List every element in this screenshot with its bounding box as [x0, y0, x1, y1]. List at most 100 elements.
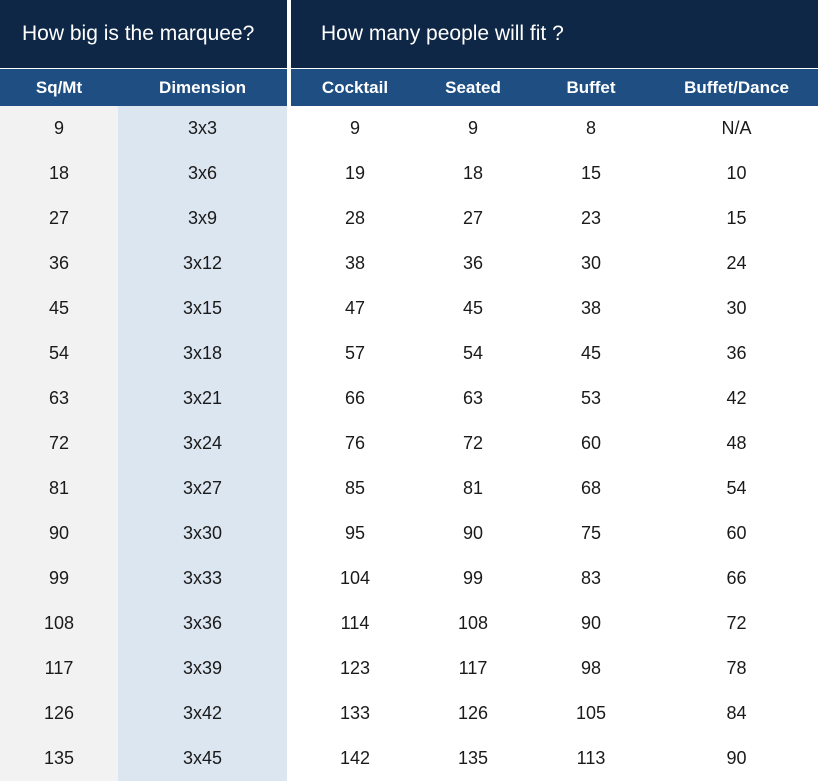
cell-dimension: 3x27 — [182, 478, 223, 498]
cell-sqmt: 81 — [48, 478, 70, 498]
cell-buffet-dance: 78 — [726, 658, 747, 678]
table-row: 45 3x15 47 45 38 30 — [0, 286, 818, 331]
table-row: 126 3x42 133 126 105 84 — [0, 691, 818, 736]
column-header-buffet: Buffet — [566, 78, 616, 97]
cell-buffet-dance: 72 — [726, 613, 747, 633]
cell-sqmt: 108 — [43, 613, 75, 633]
column-header-sqmt: Sq/Mt — [35, 78, 83, 97]
cell-seated: 99 — [462, 568, 484, 588]
cell-seated: 27 — [462, 208, 484, 228]
cell-sqmt: 117 — [44, 658, 74, 678]
capacity-section-title: How many people will fit ? — [291, 0, 818, 68]
cell-buffet: 68 — [580, 478, 602, 498]
cell-cocktail: 38 — [344, 253, 366, 273]
cell-seated: 9 — [467, 118, 478, 138]
cell-sqmt: 63 — [48, 388, 70, 408]
cell-buffet: 30 — [580, 253, 602, 273]
cell-buffet: 83 — [580, 568, 602, 588]
cell-sqmt: 90 — [48, 523, 70, 543]
table-row: 63 3x21 66 63 53 42 — [0, 376, 818, 421]
cell-sqmt: 18 — [48, 163, 70, 183]
cell-dimension: 3x42 — [182, 703, 223, 723]
cell-buffet-dance: 30 — [726, 298, 747, 318]
cell-buffet-dance: 15 — [726, 208, 747, 228]
cell-sqmt: 54 — [48, 343, 70, 363]
cell-cocktail: 104 — [339, 568, 371, 588]
cell-cocktail: 47 — [344, 298, 366, 318]
cell-sqmt: 9 — [53, 118, 64, 138]
cell-buffet-dance: 66 — [726, 568, 747, 588]
cell-buffet-dance: 90 — [726, 748, 747, 768]
cell-seated: 45 — [462, 298, 484, 318]
table-row: 81 3x27 85 81 68 54 — [0, 466, 818, 511]
cell-dimension: 3x30 — [182, 523, 223, 543]
cell-cocktail: 19 — [344, 163, 366, 183]
cell-seated: 63 — [462, 388, 484, 408]
cell-sqmt: 135 — [43, 748, 75, 768]
cell-dimension: 3x45 — [182, 748, 223, 768]
cell-buffet: 98 — [580, 658, 602, 678]
cell-seated: 81 — [462, 478, 484, 498]
cell-buffet-dance: N/A — [721, 118, 752, 138]
column-header-dimension: Dimension — [159, 78, 246, 97]
cell-dimension: 3x33 — [182, 568, 223, 588]
cell-buffet-dance: 42 — [726, 388, 747, 408]
cell-sqmt: 99 — [48, 568, 70, 588]
capacity-header-row: Cocktail Seated Buffet Buffet/Dance — [291, 69, 818, 106]
cell-sqmt: 27 — [48, 208, 70, 228]
cell-buffet: 8 — [585, 118, 596, 138]
cell-buffet: 23 — [580, 208, 602, 228]
capacity-section-title-text: How many people will fit ? — [321, 22, 564, 45]
cell-buffet: 45 — [580, 343, 602, 363]
section-divider — [287, 0, 291, 781]
cell-dimension: 3x6 — [187, 163, 218, 183]
cell-seated: 135 — [457, 748, 489, 768]
cell-cocktail: 123 — [339, 658, 371, 678]
cell-buffet-dance: 10 — [726, 163, 747, 183]
cell-buffet-dance: 60 — [726, 523, 747, 543]
cell-sqmt: 36 — [48, 253, 70, 273]
cell-dimension: 3x9 — [187, 208, 218, 228]
cell-dimension: 3x3 — [187, 118, 218, 138]
table-row: 135 3x45 142 135 113 90 — [0, 736, 818, 781]
cell-cocktail: 133 — [339, 703, 371, 723]
table-row: 72 3x24 76 72 60 48 — [0, 421, 818, 466]
table-body: 9 3x3 9 9 8 N/A 18 3x6 19 18 15 10 27 3x9 28 27 23 15 36 3x… — [0, 106, 818, 781]
cell-dimension: 3x12 — [182, 253, 223, 273]
cell-cocktail: 28 — [344, 208, 366, 228]
cell-sqmt: 72 — [48, 433, 70, 453]
cell-buffet: 38 — [580, 298, 602, 318]
size-header-row: Sq/Mt Dimension — [0, 69, 287, 106]
cell-seated: 36 — [462, 253, 484, 273]
column-header-buffet-dance: Buffet/Dance — [684, 78, 789, 97]
cell-buffet: 75 — [580, 523, 602, 543]
cell-cocktail: 85 — [344, 478, 366, 498]
table-row: 90 3x30 95 90 75 60 — [0, 511, 818, 556]
cell-seated: 54 — [462, 343, 484, 363]
cell-buffet: 53 — [580, 388, 602, 408]
cell-cocktail: 142 — [339, 748, 371, 768]
cell-dimension: 3x36 — [182, 613, 223, 633]
cell-cocktail: 95 — [344, 523, 366, 543]
table-row: 18 3x6 19 18 15 10 — [0, 151, 818, 196]
cell-buffet: 60 — [580, 433, 602, 453]
cell-seated: 90 — [462, 523, 484, 543]
cell-buffet-dance: 24 — [726, 253, 747, 273]
size-section-title-text: How big is the marquee? — [22, 22, 255, 45]
cell-buffet-dance: 84 — [726, 703, 747, 723]
table-row: 99 3x33 104 99 83 66 — [0, 556, 818, 601]
cell-seated: 18 — [462, 163, 484, 183]
cell-seated: 72 — [462, 433, 484, 453]
cell-cocktail: 76 — [344, 433, 366, 453]
cell-buffet: 90 — [580, 613, 602, 633]
cell-buffet: 113 — [576, 748, 606, 768]
cell-sqmt: 126 — [43, 703, 75, 723]
cell-buffet-dance: 54 — [726, 478, 747, 498]
cell-dimension: 3x21 — [182, 388, 223, 408]
cell-cocktail: 66 — [344, 388, 366, 408]
table-row: 27 3x9 28 27 23 15 — [0, 196, 818, 241]
cell-buffet: 105 — [575, 703, 607, 723]
cell-cocktail: 9 — [349, 118, 360, 138]
table-row: 54 3x18 57 54 45 36 — [0, 331, 818, 376]
